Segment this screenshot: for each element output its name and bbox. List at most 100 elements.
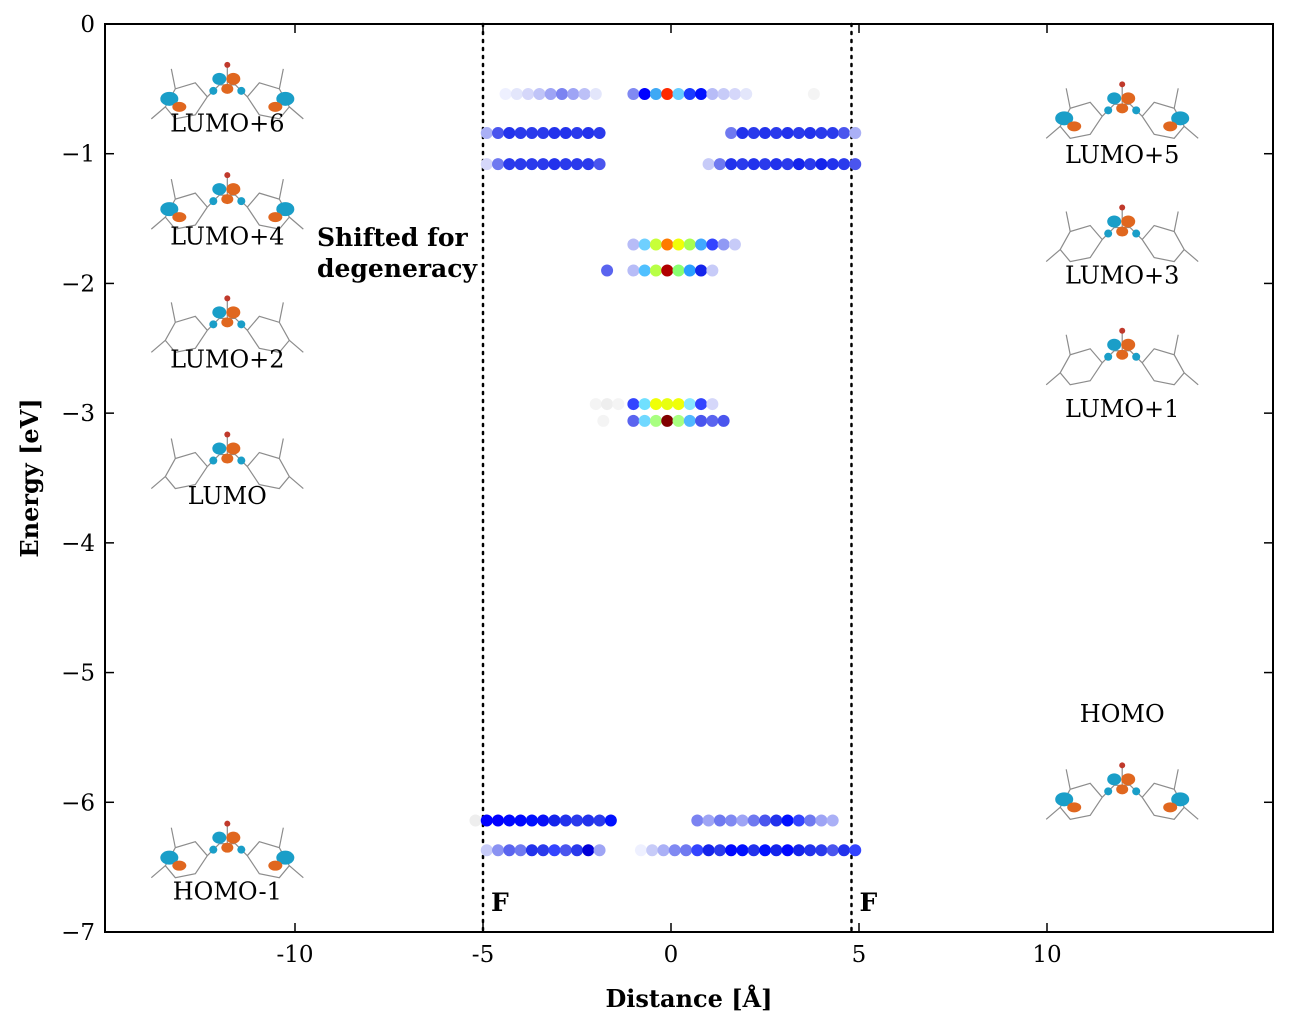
level-point	[702, 814, 715, 827]
level-point	[548, 158, 561, 171]
level-point	[480, 844, 493, 857]
level-point	[713, 814, 726, 827]
level-point	[582, 126, 595, 139]
orbital-lobe	[268, 212, 283, 223]
level-point	[770, 126, 783, 139]
orbital-lobe	[160, 202, 179, 217]
level-point	[559, 814, 572, 827]
level-point	[781, 814, 794, 827]
orbital-lobe	[1107, 338, 1122, 351]
y-tick-label: −2	[61, 271, 95, 297]
level-point	[589, 88, 602, 101]
level-point	[559, 158, 572, 171]
level-point	[728, 238, 741, 251]
orbital-lobe	[1121, 338, 1136, 351]
level-point	[849, 844, 862, 857]
orbital-lobe	[1132, 352, 1141, 361]
level-point	[649, 414, 662, 427]
orbital-lobe	[226, 831, 241, 844]
orbital-lobe	[1116, 226, 1129, 237]
level-point	[807, 88, 820, 101]
orbital-lobe	[1107, 773, 1122, 786]
level-point	[514, 814, 527, 827]
level-point	[770, 814, 783, 827]
level-point	[815, 126, 828, 139]
y-tick-label: −1	[61, 142, 95, 168]
annotation-line-1: Shifted for	[317, 223, 469, 252]
x-tick-label: 0	[664, 942, 679, 968]
level-point	[736, 814, 749, 827]
level-point	[601, 264, 614, 277]
level-point	[702, 158, 715, 171]
electrode-label: F	[491, 888, 509, 917]
level-point	[571, 158, 583, 171]
orbital-label: HOMO	[1080, 700, 1165, 728]
orbital-lobe	[276, 202, 295, 217]
orbital-lobe	[237, 320, 246, 329]
orbital-label: LUMO+4	[170, 223, 284, 251]
level-point	[593, 126, 606, 139]
level-point	[695, 264, 708, 277]
electrode-label: F	[859, 888, 877, 917]
level-point	[627, 88, 640, 101]
level-point	[537, 844, 550, 857]
level-point	[503, 158, 516, 171]
orbital-isosurface-7	[1045, 327, 1199, 386]
level-point	[649, 264, 662, 277]
orbital-lobe	[1116, 784, 1129, 795]
level-point	[548, 814, 561, 827]
orbital-lobe	[1067, 121, 1082, 132]
oxygen-atom	[224, 61, 231, 68]
orbital-lobe	[1132, 229, 1141, 238]
level-point	[759, 844, 771, 857]
level-point	[680, 844, 693, 857]
level-point	[849, 126, 862, 139]
x-tick-label: -10	[276, 942, 313, 968]
level-point	[525, 158, 538, 171]
orbital-isosurface-2	[150, 295, 304, 354]
oxygen-atom	[224, 820, 231, 827]
level-point	[578, 88, 591, 101]
level-point	[736, 126, 749, 139]
level-point	[691, 814, 704, 827]
level-point	[672, 238, 685, 251]
level-point	[661, 264, 674, 277]
level-point	[691, 844, 704, 857]
orbital-label: LUMO+2	[170, 346, 284, 374]
y-tick-label: −3	[61, 401, 95, 427]
level-point	[661, 398, 674, 411]
level-point	[683, 238, 696, 251]
level-point	[627, 238, 640, 251]
level-point	[759, 126, 771, 139]
orbital-lobe	[226, 183, 241, 196]
level-point	[525, 844, 538, 857]
level-point	[480, 126, 493, 139]
level-point	[706, 264, 719, 277]
level-point	[747, 814, 760, 827]
orbital-lobe	[1116, 349, 1129, 360]
level-point	[695, 398, 708, 411]
orbital-lobe	[221, 453, 234, 464]
orbital-lobe	[212, 831, 227, 844]
level-point	[672, 398, 685, 411]
level-point	[736, 158, 749, 171]
oxygen-atom	[1119, 81, 1126, 88]
level-point	[826, 158, 839, 171]
plot-frame	[104, 23, 1274, 933]
level-point	[646, 844, 659, 857]
level-point	[826, 814, 839, 827]
y-tick-label: −5	[61, 661, 95, 687]
level-point	[571, 814, 583, 827]
orbital-label: LUMO+6	[170, 110, 284, 138]
x-tick-label: -5	[472, 942, 494, 968]
level-point	[683, 264, 696, 277]
orbital-label: LUMO+1	[1065, 395, 1179, 423]
level-point	[668, 844, 681, 857]
level-point	[706, 414, 719, 427]
orbital-label: LUMO+5	[1065, 141, 1179, 169]
orbital-lobe	[209, 456, 218, 465]
level-point	[672, 88, 685, 101]
level-point	[503, 814, 516, 827]
orbital-lobe	[1104, 787, 1113, 796]
